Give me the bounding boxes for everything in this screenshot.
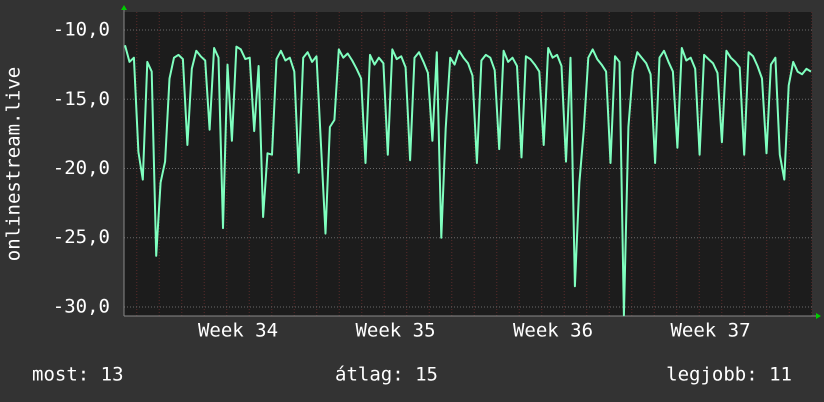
x-tick-label: Week 34 (198, 320, 278, 342)
x-tick-label: Week 35 (355, 320, 435, 342)
axis-arrow (816, 313, 821, 319)
y-tick-label: -20,0 (53, 157, 110, 179)
footer-average: átlag: 15 (335, 364, 438, 386)
footer-best: legjobb: 11 (666, 364, 792, 386)
y-tick-label: -15,0 (53, 88, 110, 110)
y-axis-label: onlinestream.live (3, 67, 25, 261)
x-tick-label: Week 36 (513, 320, 593, 342)
y-tick-label: -25,0 (53, 226, 110, 248)
x-tick-label: Week 37 (670, 320, 750, 342)
footer-current: most: 13 (32, 364, 124, 386)
axis-arrow (121, 5, 127, 10)
data-line (124, 44, 812, 317)
y-tick-label: -30,0 (53, 295, 110, 317)
y-tick-label: -10,0 (53, 19, 110, 41)
